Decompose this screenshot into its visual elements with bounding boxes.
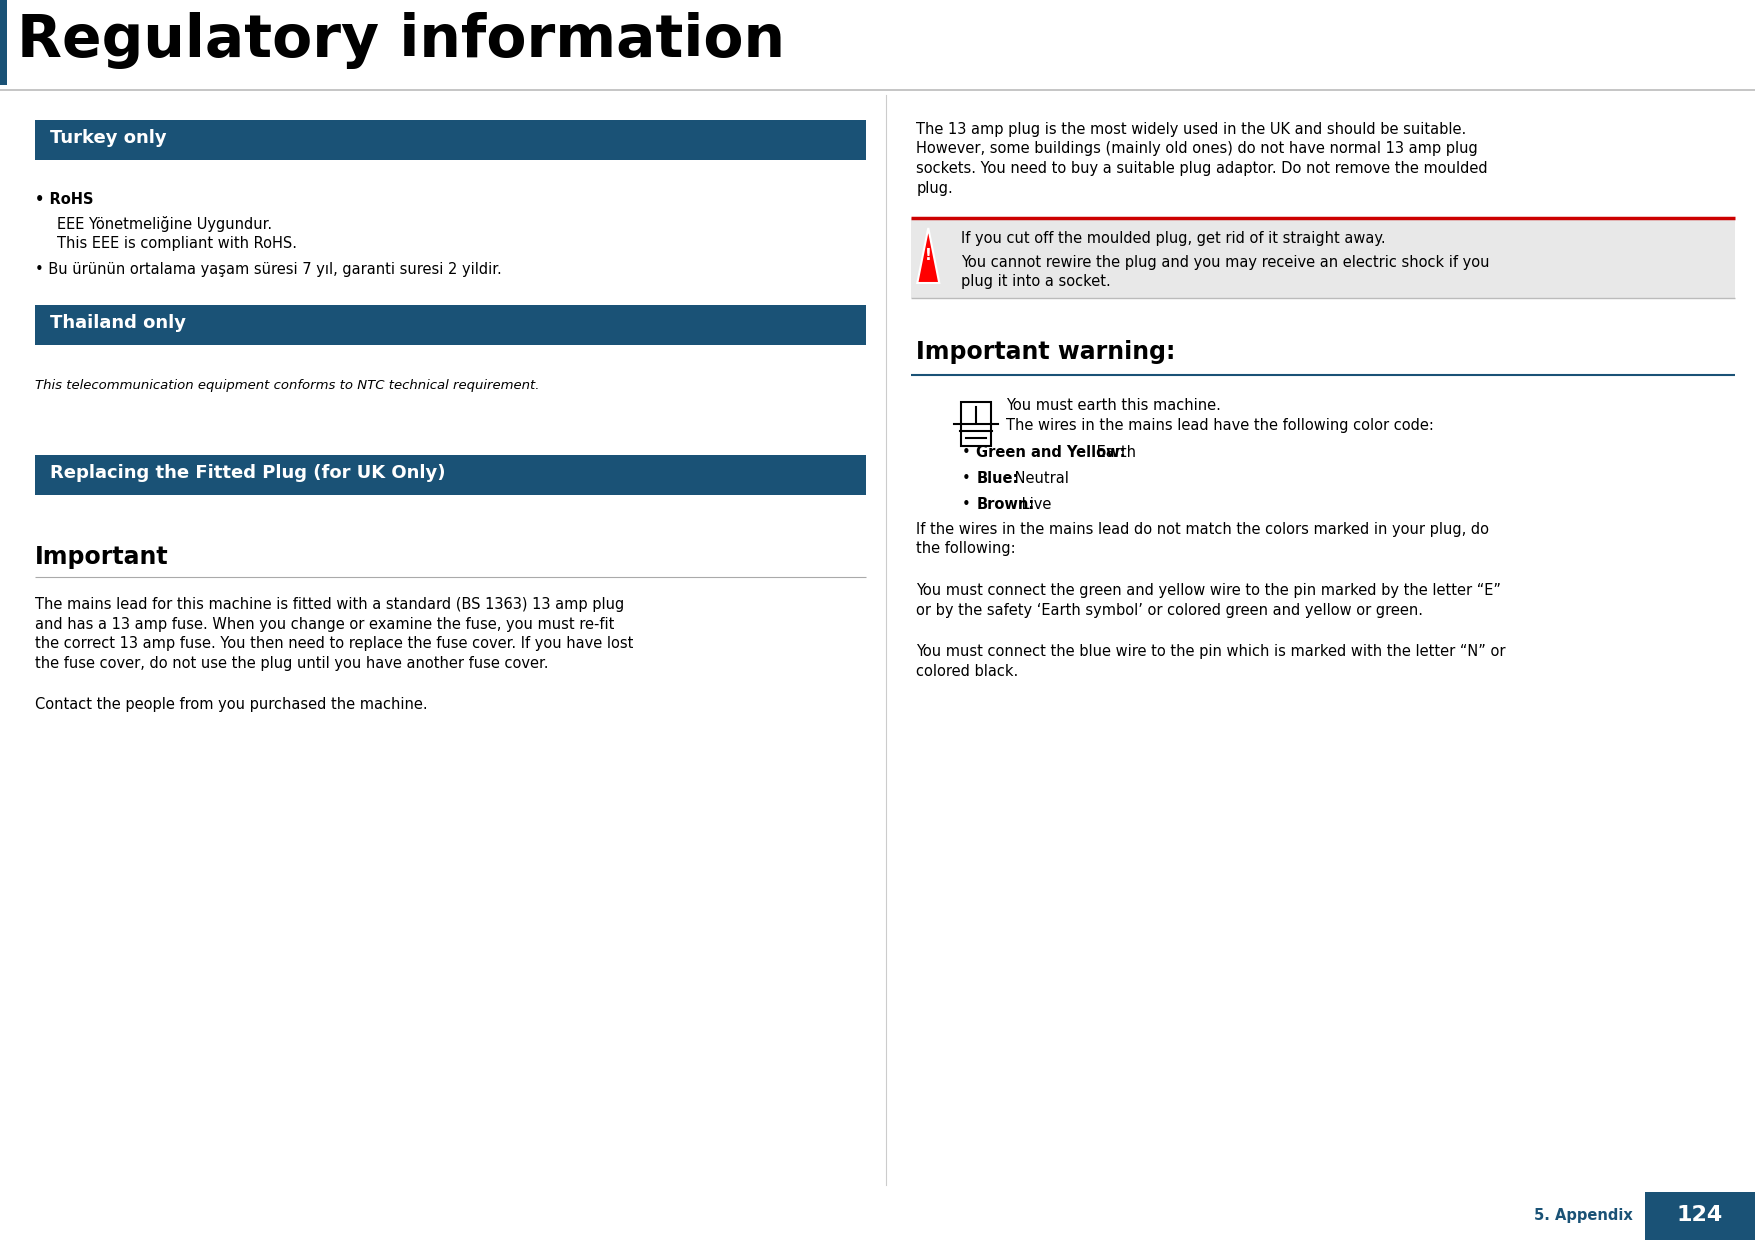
Text: •: • — [962, 497, 971, 512]
Text: This EEE is compliant with RoHS.: This EEE is compliant with RoHS. — [56, 236, 297, 250]
Polygon shape — [918, 228, 939, 283]
FancyBboxPatch shape — [1644, 1192, 1755, 1240]
Text: You must connect the green and yellow wire to the pin marked by the letter “E”: You must connect the green and yellow wi… — [916, 583, 1501, 598]
Text: You must earth this machine.: You must earth this machine. — [1006, 398, 1221, 413]
Text: the correct 13 amp fuse. You then need to replace the fuse cover. If you have lo: the correct 13 amp fuse. You then need t… — [35, 636, 634, 651]
Text: Turkey only: Turkey only — [49, 129, 167, 148]
Text: You must connect the blue wire to the pin which is marked with the letter “N” or: You must connect the blue wire to the pi… — [916, 644, 1506, 658]
Text: The mains lead for this machine is fitted with a standard (BS 1363) 13 amp plug: The mains lead for this machine is fitte… — [35, 596, 625, 613]
Text: •: • — [962, 471, 971, 486]
Text: • Bu ürünün ortalama yaşam süresi 7 yıl, garanti suresi 2 yildir.: • Bu ürünün ortalama yaşam süresi 7 yıl,… — [35, 262, 502, 277]
Text: •: • — [962, 445, 971, 460]
Text: colored black.: colored black. — [916, 663, 1018, 678]
FancyBboxPatch shape — [0, 0, 7, 86]
Text: the fuse cover, do not use the plug until you have another fuse cover.: the fuse cover, do not use the plug unti… — [35, 656, 549, 671]
Text: Blue:: Blue: — [976, 471, 1018, 486]
Text: However, some buildings (mainly old ones) do not have normal 13 amp plug: However, some buildings (mainly old ones… — [916, 141, 1478, 156]
Text: plug it into a socket.: plug it into a socket. — [962, 274, 1111, 289]
Text: sockets. You need to buy a suitable plug adaptor. Do not remove the moulded: sockets. You need to buy a suitable plug… — [916, 161, 1488, 176]
Text: EEE Yönetmeliğine Uygundur.: EEE Yönetmeliğine Uygundur. — [56, 217, 272, 232]
Text: Contact the people from you purchased the machine.: Contact the people from you purchased th… — [35, 697, 428, 712]
Text: the following:: the following: — [916, 542, 1016, 557]
FancyBboxPatch shape — [911, 218, 1736, 298]
Text: and has a 13 amp fuse. When you change or examine the fuse, you must re-fit: and has a 13 amp fuse. When you change o… — [35, 616, 614, 631]
Text: or by the safety ‘Earth symbol’ or colored green and yellow or green.: or by the safety ‘Earth symbol’ or color… — [916, 603, 1423, 618]
Text: Neutral: Neutral — [1011, 471, 1069, 486]
Text: If you cut off the moulded plug, get rid of it straight away.: If you cut off the moulded plug, get rid… — [962, 231, 1386, 246]
Text: Thailand only: Thailand only — [49, 314, 186, 332]
Text: Regulatory information: Regulatory information — [18, 12, 784, 69]
Text: Green and Yellow:: Green and Yellow: — [976, 445, 1125, 460]
Text: The wires in the mains lead have the following color code:: The wires in the mains lead have the fol… — [1006, 418, 1434, 433]
FancyBboxPatch shape — [35, 120, 867, 160]
Text: Live: Live — [1018, 497, 1051, 512]
Text: 124: 124 — [1676, 1205, 1723, 1225]
Text: Brown:: Brown: — [976, 497, 1034, 512]
FancyBboxPatch shape — [0, 1192, 1755, 1240]
Text: You cannot rewire the plug and you may receive an electric shock if you: You cannot rewire the plug and you may r… — [962, 255, 1490, 270]
Text: • RoHS: • RoHS — [35, 192, 93, 207]
FancyBboxPatch shape — [35, 305, 867, 345]
Text: 5. Appendix: 5. Appendix — [1534, 1208, 1632, 1223]
Text: This telecommunication equipment conforms to NTC technical requirement.: This telecommunication equipment conform… — [35, 379, 539, 392]
Text: Replacing the Fitted Plug (for UK Only): Replacing the Fitted Plug (for UK Only) — [49, 464, 446, 482]
Text: !: ! — [925, 248, 932, 263]
Text: The 13 amp plug is the most widely used in the UK and should be suitable.: The 13 amp plug is the most widely used … — [916, 122, 1467, 136]
Text: Important warning:: Important warning: — [916, 340, 1176, 365]
Text: Earth: Earth — [1092, 445, 1135, 460]
Text: plug.: plug. — [916, 181, 953, 196]
FancyBboxPatch shape — [962, 402, 992, 446]
FancyBboxPatch shape — [35, 455, 867, 495]
Text: If the wires in the mains lead do not match the colors marked in your plug, do: If the wires in the mains lead do not ma… — [916, 522, 1490, 537]
Text: Important: Important — [35, 546, 168, 569]
